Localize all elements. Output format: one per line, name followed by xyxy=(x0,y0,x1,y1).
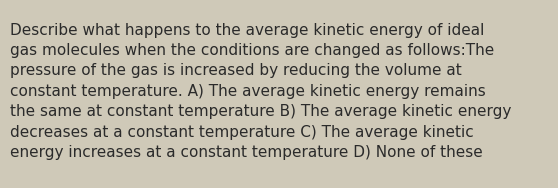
Text: Describe what happens to the average kinetic energy of ideal
gas molecules when : Describe what happens to the average kin… xyxy=(10,23,512,160)
